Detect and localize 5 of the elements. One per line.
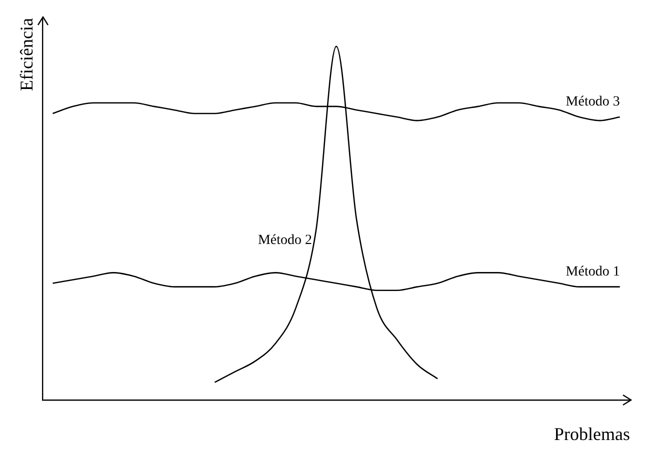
x-axis-title: Problemas bbox=[554, 424, 630, 444]
series-label: Método 1 bbox=[566, 264, 620, 280]
series-label: Método 2 bbox=[258, 232, 312, 248]
y-axis-title: Eficiência bbox=[16, 18, 37, 91]
series-label: Método 3 bbox=[566, 94, 620, 110]
